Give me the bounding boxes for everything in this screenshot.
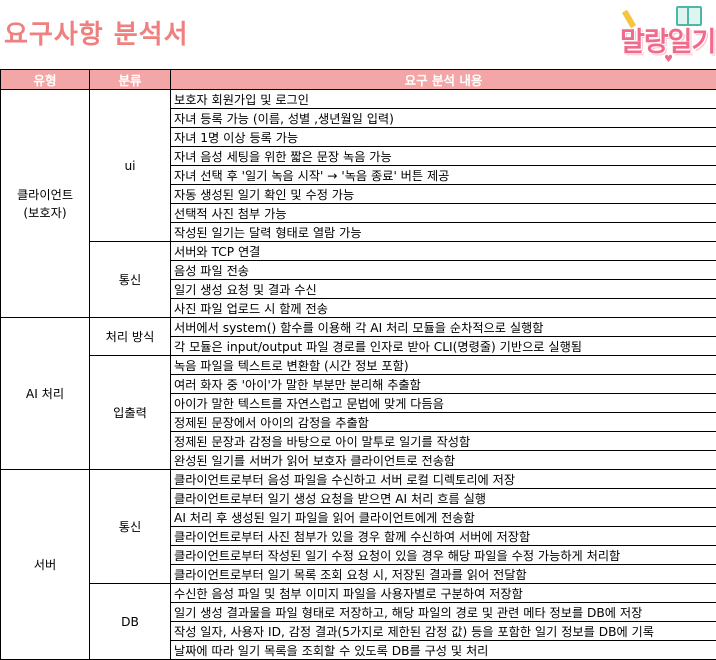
requirement-cell: 작성 일자, 사용자 ID, 감정 결과(5가지로 제한된 감정 값) 등을 포… <box>171 622 716 641</box>
requirement-cell: 클라이언트로부터 일기 목록 조회 요청 시, 저장된 결과를 읽어 전달함 <box>171 565 716 584</box>
heart-icon: ♥ <box>664 54 673 65</box>
requirement-cell: 클라이언트로부터 작성된 일기 수정 요청이 있을 경우 해당 파일을 수정 가… <box>171 546 716 565</box>
type-cell: 서버 <box>1 470 90 660</box>
page-title: 요구사항 분석서 <box>4 14 189 51</box>
requirement-cell: 정제된 문장에서 아이의 감정을 추출함 <box>171 413 716 432</box>
requirement-cell: 녹음 파일을 텍스트로 변환함 (시간 정보 포함) <box>171 356 716 375</box>
requirement-cell: 자녀 선택 후 '일기 녹음 시작' → '녹음 종료' 버튼 제공 <box>171 166 716 185</box>
category-cell: DB <box>90 584 171 660</box>
requirement-cell: 서버에서 system() 함수를 이용해 각 AI 처리 모듈을 순차적으로 … <box>171 318 716 337</box>
requirement-cell: 사진 파일 업로드 시 함께 전송 <box>171 299 716 318</box>
requirement-cell: 음성 파일 전송 <box>171 261 716 280</box>
requirement-cell: 보호자 회원가입 및 로그인 <box>171 90 716 109</box>
requirement-cell: 일기 생성 결과물을 파일 형태로 저장하고, 해당 파일의 경로 및 관련 메… <box>171 603 716 622</box>
requirement-cell: 정제된 문장과 감정을 바탕으로 아이 말투로 일기를 작성함 <box>171 432 716 451</box>
logo: 말랑일기 ♥ <box>620 2 714 66</box>
header-content: 요구 분석 내용 <box>171 70 716 90</box>
type-cell: AI 처리 <box>1 318 90 470</box>
type-cell: 클라이언트 (보호자) <box>1 90 90 318</box>
category-cell: ui <box>90 90 171 242</box>
requirement-cell: 완성된 일기를 서버가 읽어 보호자 클라이언트로 전송함 <box>171 451 716 470</box>
requirement-cell: AI 처리 후 생성된 일기 파일을 읽어 클라이언트에게 전송함 <box>171 508 716 527</box>
requirement-cell: 자동 생성된 일기 확인 및 수정 가능 <box>171 185 716 204</box>
category-cell: 처리 방식 <box>90 318 171 356</box>
requirement-cell: 서버와 TCP 연결 <box>171 242 716 261</box>
requirement-cell: 수신한 음성 파일 및 첨부 이미지 파일을 사용자별로 구분하여 저장함 <box>171 584 716 603</box>
requirement-cell: 자녀 음성 세팅을 위한 짧은 문장 녹음 가능 <box>171 147 716 166</box>
requirement-cell: 작성된 일기는 달력 형태로 열람 가능 <box>171 223 716 242</box>
category-cell: 입출력 <box>90 356 171 470</box>
requirement-cell: 선택적 사진 첨부 가능 <box>171 204 716 223</box>
requirement-cell: 아이가 말한 텍스트를 자연스럽고 문법에 맞게 다듬음 <box>171 394 716 413</box>
requirement-cell: 각 모듈은 input/output 파일 경로를 인자로 받아 CLI(명령줄… <box>171 337 716 356</box>
header-type: 유형 <box>1 70 90 90</box>
category-cell: 통신 <box>90 470 171 584</box>
category-cell: 통신 <box>90 242 171 318</box>
requirement-cell: 클라이언트로부터 음성 파일을 수신하고 서버 로컬 디렉토리에 저장 <box>171 470 716 489</box>
requirement-cell: 자녀 등록 가능 (이름, 성별 ,생년월일 입력) <box>171 109 716 128</box>
requirement-cell: 클라이언트로부터 일기 생성 요청을 받으면 AI 처리 흐름 실행 <box>171 489 716 508</box>
requirement-cell: 날짜에 따라 일기 목록을 조회할 수 있도록 DB를 구성 및 처리 <box>171 641 716 660</box>
requirement-cell: 일기 생성 요청 및 결과 수신 <box>171 280 716 299</box>
header-category: 분류 <box>90 70 171 90</box>
requirement-cell: 클라이언트로부터 사진 첨부가 있을 경우 함께 수신하여 서버에 저장함 <box>171 527 716 546</box>
requirement-cell: 자녀 1명 이상 등록 가능 <box>171 128 716 147</box>
requirement-cell: 여러 화자 중 '아이'가 말한 부분만 분리해 추출함 <box>171 375 716 394</box>
